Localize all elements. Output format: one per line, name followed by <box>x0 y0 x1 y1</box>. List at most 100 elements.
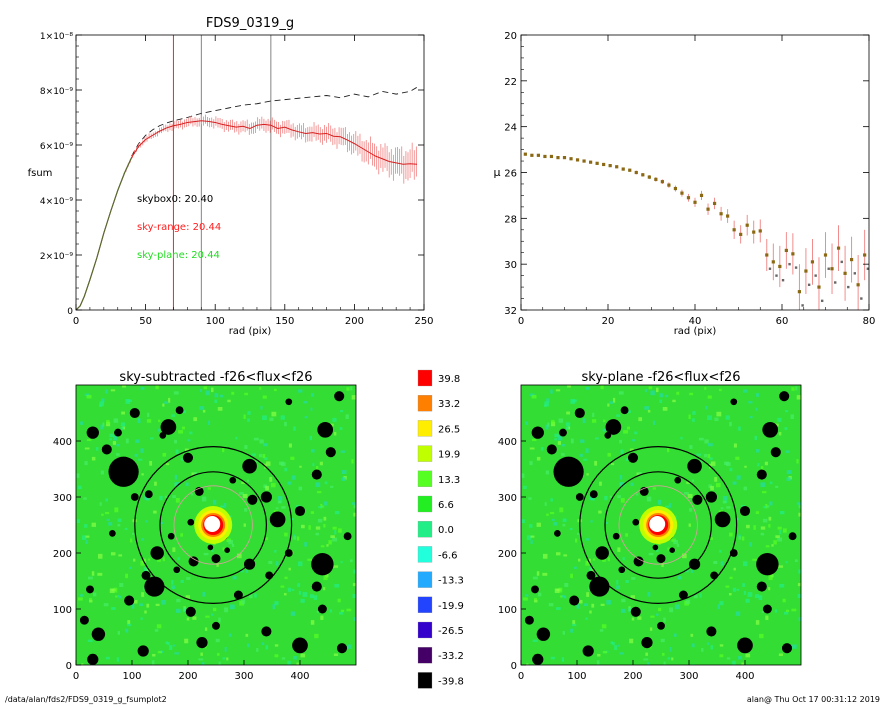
noise-pixel <box>656 387 659 393</box>
mask-blob <box>756 469 767 480</box>
dashed-series-line <box>131 86 418 157</box>
noise-pixel <box>125 573 129 579</box>
noise-pixel <box>724 461 729 466</box>
mask-blob <box>292 637 308 654</box>
mu-x-tick-label: 60 <box>776 316 789 327</box>
noise-pixel <box>599 481 602 486</box>
noise-pixel <box>760 482 766 488</box>
noise-pixel <box>685 570 689 573</box>
mu-secondary-point <box>814 274 817 277</box>
mu-y-tick-label: 32 <box>504 306 517 317</box>
noise-pixel <box>582 418 586 424</box>
mask-blob <box>756 581 767 592</box>
mask-blob <box>294 505 306 517</box>
noise-pixel <box>91 522 96 527</box>
noise-pixel <box>610 641 614 645</box>
noise-pixel <box>562 523 566 527</box>
noise-pixel <box>760 532 765 536</box>
noise-pixel <box>293 536 297 540</box>
noise-pixel <box>164 401 169 404</box>
noise-pixel <box>627 410 632 414</box>
noise-pixel <box>222 447 225 453</box>
noise-pixel <box>115 595 119 598</box>
noise-pixel <box>158 419 161 423</box>
noise-pixel <box>657 607 662 612</box>
noise-pixel <box>132 532 135 535</box>
mu-data-point <box>595 161 599 165</box>
noise-pixel <box>629 638 634 644</box>
noise-pixel <box>585 617 588 620</box>
image-y-tick-label: 200 <box>53 549 72 560</box>
mask-blob <box>242 458 257 474</box>
noise-pixel <box>710 537 714 540</box>
noise-pixel <box>224 607 229 613</box>
noise-pixel <box>334 530 337 535</box>
mask-blob <box>86 426 99 439</box>
noise-pixel <box>590 520 593 523</box>
noise-pixel <box>795 386 798 391</box>
aperture-circle-middle <box>159 471 268 579</box>
mu-secondary-point <box>788 262 791 266</box>
noise-pixel <box>722 496 728 501</box>
noise-pixel <box>147 412 150 418</box>
noise-pixel <box>310 449 315 453</box>
mask-blob <box>317 604 327 614</box>
mu-data-point <box>784 248 788 253</box>
noise-pixel <box>735 611 741 616</box>
noise-pixel <box>283 592 287 596</box>
noise-pixel <box>210 613 214 616</box>
noise-pixel <box>738 426 741 431</box>
noise-pixel <box>155 603 160 606</box>
noise-pixel <box>346 387 350 391</box>
noise-pixel <box>146 419 152 423</box>
noise-pixel <box>570 628 574 633</box>
mu-x-axis-label: rad (pix) <box>674 326 717 337</box>
mask-blob <box>182 452 194 463</box>
annotation-skybox0: skybox0: 20.40 <box>137 194 213 205</box>
fsum-y-tick-label: 1×10⁻⁸ <box>40 32 73 42</box>
noise-pixel <box>616 585 620 590</box>
colorbar-swatch <box>417 395 433 412</box>
noise-pixel <box>332 526 337 530</box>
noise-pixel <box>274 388 277 392</box>
noise-pixel <box>521 519 525 524</box>
colorbar-swatch <box>417 445 433 462</box>
noise-pixel <box>564 582 569 587</box>
noise-pixel <box>786 470 792 475</box>
noise-pixel <box>137 418 141 424</box>
noise-pixel <box>97 572 103 576</box>
mu-data-point <box>680 191 684 195</box>
noise-pixel <box>110 552 116 556</box>
noise-pixel <box>668 503 672 508</box>
noise-pixel <box>686 481 691 484</box>
image-x-tick-label: 400 <box>735 671 754 682</box>
mask-blob <box>229 476 237 484</box>
noise-pixel <box>186 617 190 621</box>
noise-pixel <box>559 507 564 513</box>
noise-pixel <box>574 566 577 569</box>
mask-blob <box>150 546 164 560</box>
mask-blob <box>605 419 622 435</box>
noise-pixel <box>290 611 296 616</box>
noise-pixel <box>752 558 758 561</box>
noise-pixel <box>546 398 550 403</box>
noise-pixel <box>187 439 191 442</box>
mask-blob <box>781 643 793 654</box>
mu-y-tick-label: 22 <box>504 77 517 88</box>
noise-pixel <box>591 603 595 608</box>
noise-pixel <box>630 482 634 486</box>
mu-data-point <box>654 177 658 181</box>
mu-secondary-point <box>807 283 811 286</box>
mu-data-point <box>739 232 743 236</box>
noise-pixel <box>585 560 591 566</box>
mu-profile-panel: 0 20 40 60 80 20 22 24 26 28 30 32 rad (pix) μ <box>494 31 876 337</box>
noise-pixel <box>784 427 788 430</box>
noise-pixel <box>117 518 122 523</box>
mu-data-point <box>863 253 867 257</box>
mu-data-point <box>823 253 828 257</box>
noise-pixel <box>227 399 231 403</box>
mu-y-tick-label: 28 <box>504 214 517 225</box>
fsum-title: FDS9_0319_g <box>206 16 294 31</box>
noise-pixel <box>638 472 643 476</box>
noise-pixel <box>316 491 322 494</box>
